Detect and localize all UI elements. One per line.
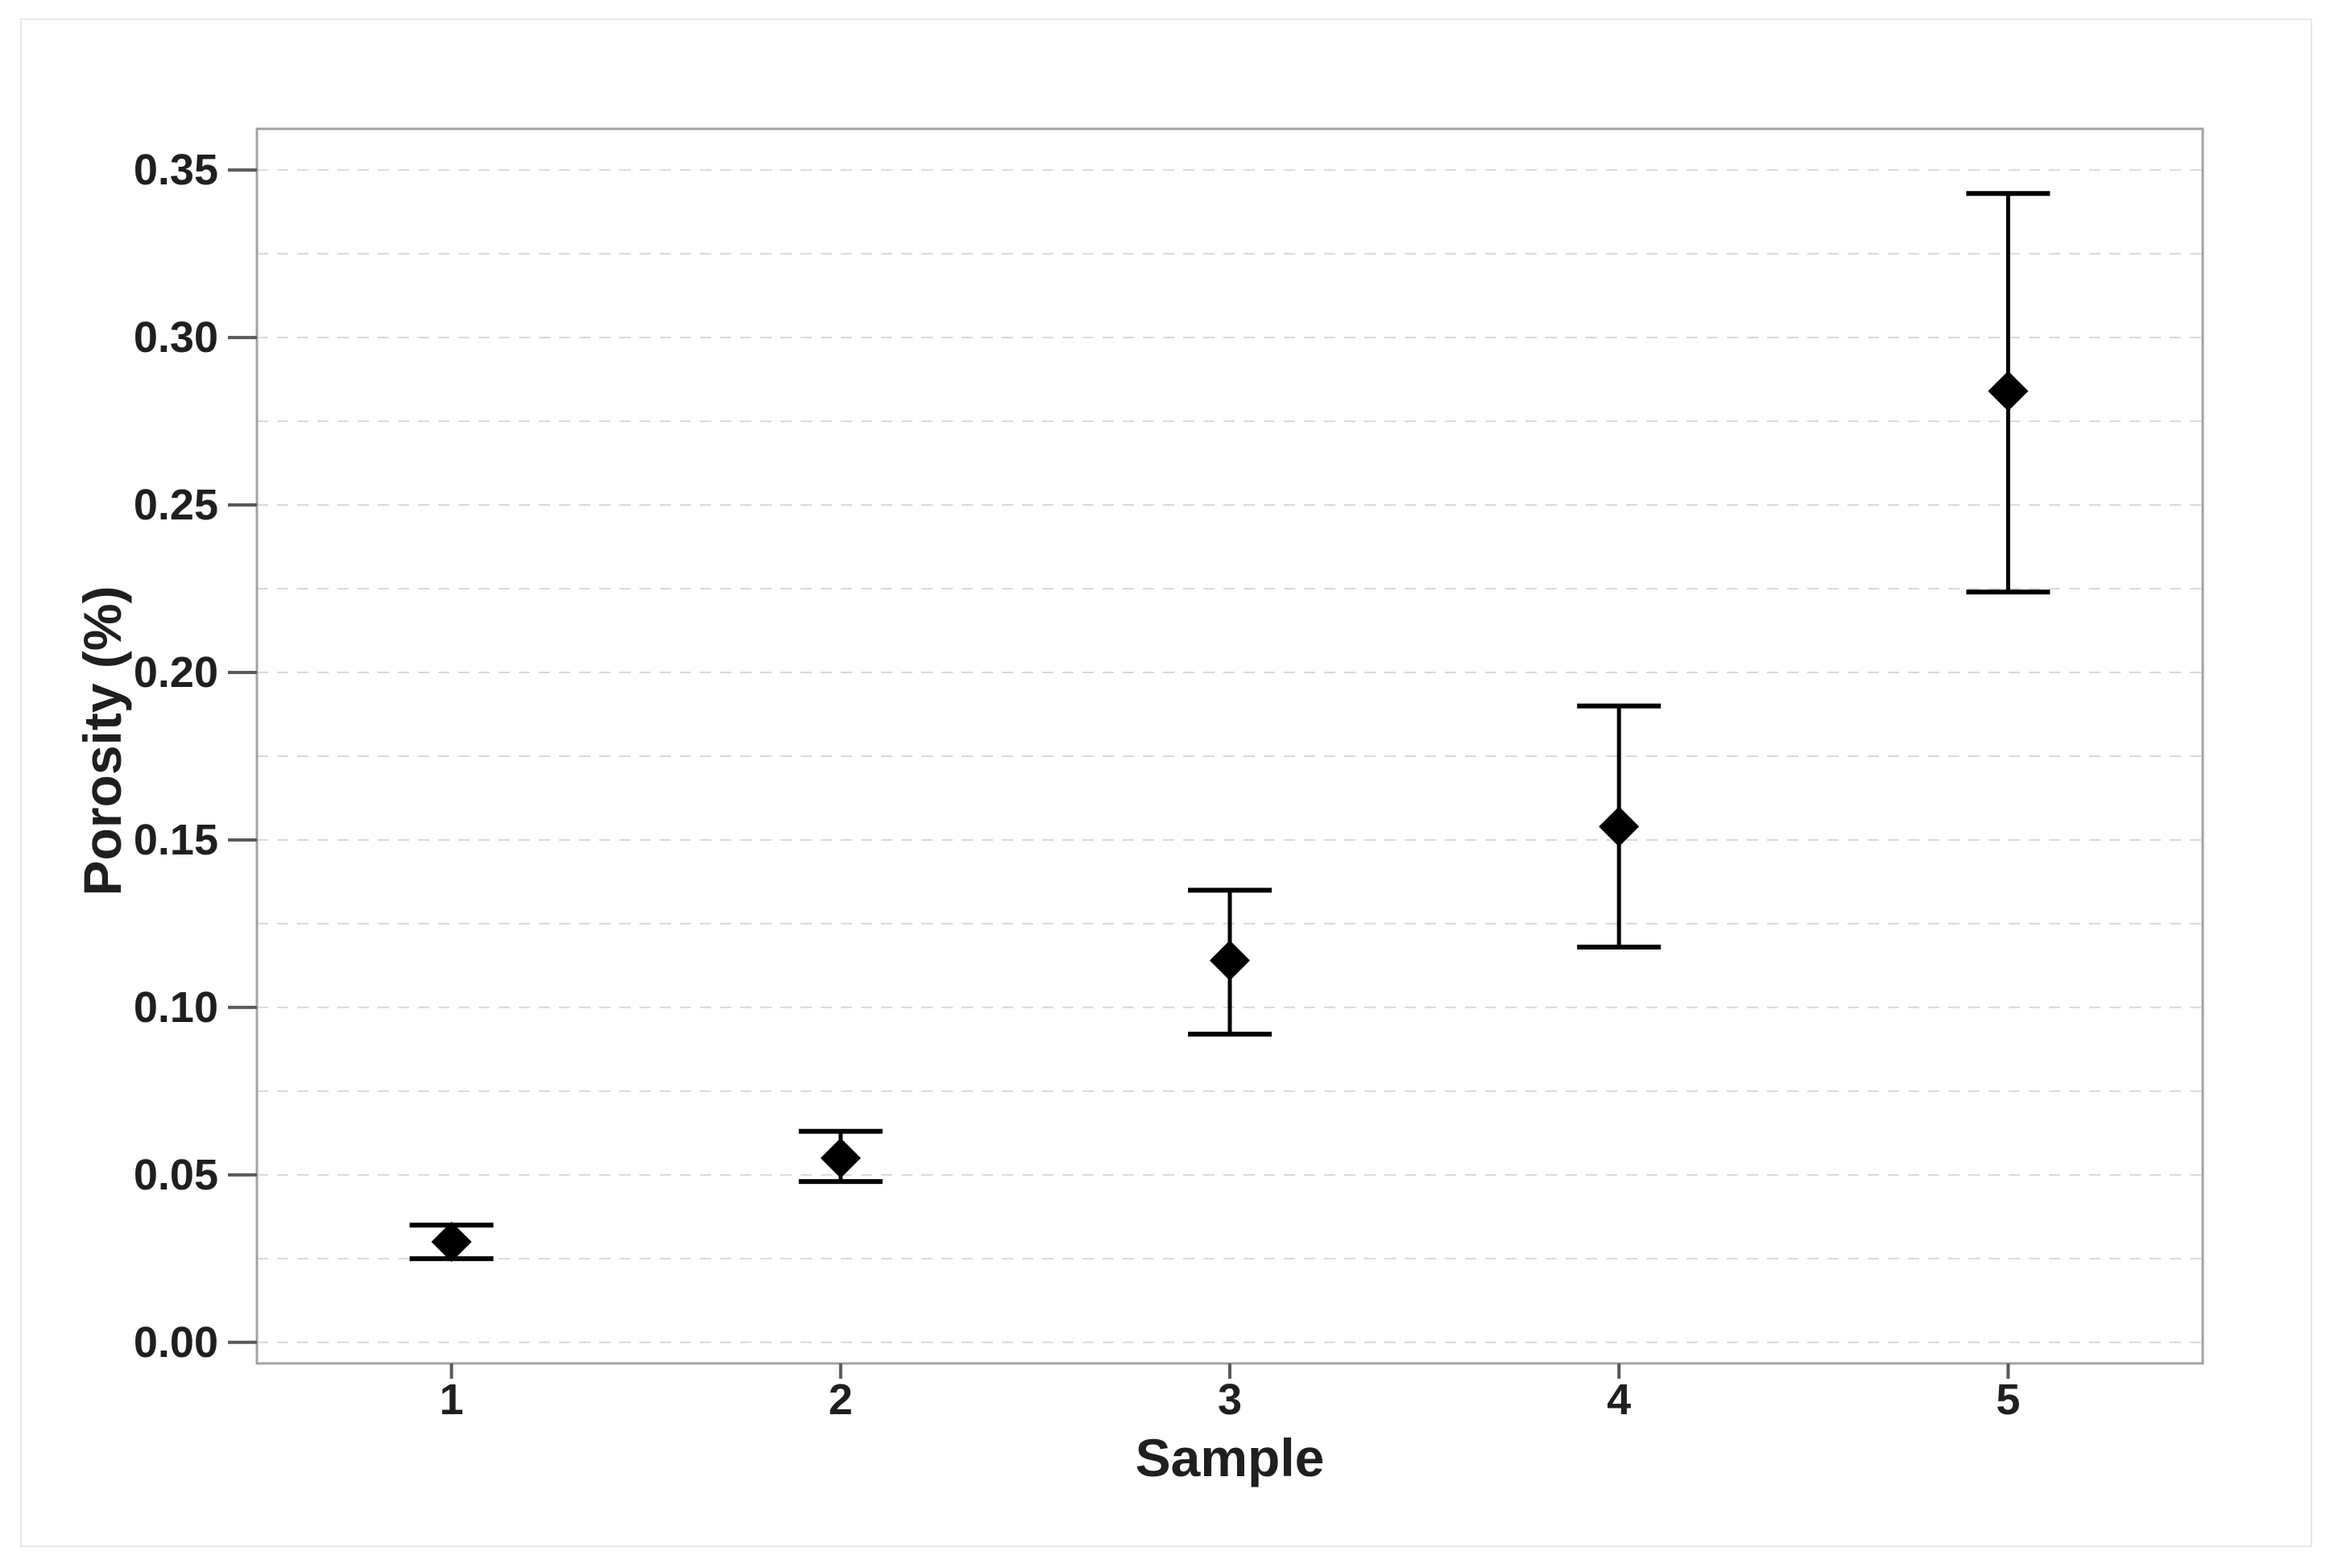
y-axis-tick-label: 0.00 [134,1318,218,1367]
y-axis-tick-label: 0.30 [134,313,218,362]
mean-diamond-marker [820,1138,861,1179]
y-axis-tick-label: 0.20 [134,648,218,697]
y-axis-title: Porosity (%) [72,585,132,896]
x-axis-tick-label: 3 [1218,1376,1242,1424]
x-axis-tick-label: 5 [1996,1376,2020,1424]
mean-diamond-marker [1599,806,1640,847]
interval-point-sample-2 [798,1128,883,1185]
x-axis-tick-label: 4 [1607,1376,1631,1424]
y-axis-tick-label: 0.35 [134,146,218,194]
mean-diamond-marker [1988,370,2029,412]
interval-point-sample-1 [409,1222,494,1263]
y-axis-tick-label: 0.10 [134,983,218,1032]
y-axis-tick-label: 0.05 [134,1151,218,1199]
tick-layer: 0.00 0.05 0.10 0.15 0.20 0.25 0.30 0.35 1 2 3 4 5 [134,146,2021,1424]
x-axis-tick-label: 1 [440,1376,464,1424]
plot-frame-layer [255,127,2204,1365]
x-axis-title: Sample [1136,1428,1325,1487]
interval-point-sample-5 [1966,191,2051,595]
mean-diamond-marker [1210,940,1250,981]
mean-diamond-marker [431,1222,472,1263]
interval-point-sample-4 [1577,703,1662,950]
y-axis-tick-label: 0.25 [134,481,218,529]
data-series-layer [409,191,2051,1263]
plot-frame [255,127,2204,1365]
y-axis-tick-label: 0.15 [134,816,218,864]
gridline-layer [257,169,2203,1343]
x-axis-tick-label: 2 [829,1376,853,1424]
interval-point-sample-3 [1188,887,1272,1037]
canvas-border [20,19,2312,1547]
